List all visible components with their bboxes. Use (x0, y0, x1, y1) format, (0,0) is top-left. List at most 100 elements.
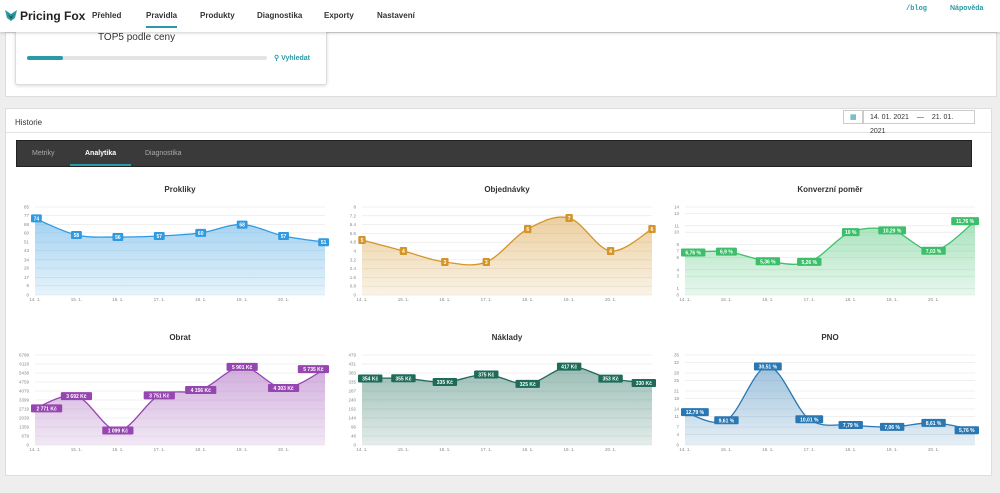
x-tick-label: 15. 1. (721, 447, 732, 452)
nav-item[interactable]: Produkty (200, 11, 235, 20)
value-label: 417 Kč (561, 365, 577, 371)
x-tick-label: 16. 1. (112, 297, 123, 302)
date-from[interactable]: 14. 01. 2021 (870, 114, 909, 121)
top-card: TOP5 podle ceny ⚲ Vyhledat (15, 28, 327, 85)
value-label: 3 (443, 260, 446, 266)
x-tick-label: 16. 1. (439, 447, 450, 452)
area (35, 218, 325, 295)
chart-title: Prokliky (164, 185, 196, 194)
x-tick-label: 14. 1. (29, 447, 40, 452)
value-label: 5 735 Kč (303, 367, 324, 373)
y-tick-label: 3 (676, 274, 679, 279)
y-tick-label: 4.8 (350, 240, 357, 245)
value-badge (267, 384, 300, 393)
x-tick-label: 14. 1. (356, 447, 367, 452)
y-tick-label: 431 (348, 362, 356, 367)
brand[interactable]: Pricing Fox (20, 9, 86, 23)
y-tick-label: 77 (24, 213, 30, 218)
date-range[interactable]: 14. 01. 2021 — 21. 01. 2021 (863, 110, 975, 135)
value-label: 57 (157, 234, 163, 240)
value-label: 10,29 % (883, 228, 902, 234)
y-tick-label: 48 (351, 433, 357, 438)
nav-item[interactable]: Exporty (324, 11, 354, 20)
value-badge (681, 248, 706, 257)
y-tick-label: 4 (676, 267, 679, 272)
y-tick-label: 34 (24, 257, 30, 262)
help-link[interactable]: Nápověda (950, 5, 984, 12)
y-tick-label: 43 (24, 248, 30, 253)
value-badge (153, 231, 165, 240)
value-badge (753, 362, 782, 371)
value-badge (31, 404, 63, 413)
value-badge (954, 426, 979, 435)
y-tick-label: 60 (24, 230, 30, 235)
card-caption: TOP5 podle ceny (98, 32, 176, 43)
value-badge (524, 225, 532, 233)
chart-title: Objednávky (484, 185, 530, 194)
value-label: 325 Kč (520, 382, 536, 388)
progress-track (27, 56, 267, 60)
value-label: 5,36 % (760, 259, 776, 265)
value-label: 6,9 % (720, 250, 733, 256)
y-tick-label: 11 (674, 223, 679, 228)
x-tick-label: 18. 1. (845, 297, 856, 302)
y-tick-label: 0 (26, 293, 29, 298)
y-tick-label: 51 (24, 240, 30, 245)
value-label: 330 Kč (636, 381, 652, 387)
search-link[interactable]: ⚲ Vyhledat (274, 55, 310, 62)
x-tick-label: 18. 1. (195, 447, 206, 452)
nav-item[interactable]: Přehled (92, 11, 122, 20)
value-badge (482, 258, 490, 266)
y-tick-label: 9 (26, 283, 29, 288)
nav-item[interactable]: Nastavení (377, 11, 415, 20)
y-tick-label: 85 (24, 205, 30, 210)
value-badge (358, 374, 383, 383)
y-tick-label: 4079 (19, 388, 30, 393)
y-tick-label: 335 (348, 380, 356, 385)
y-tick-label: 6118 (19, 362, 29, 367)
y-tick-label: 192 (348, 406, 356, 411)
value-badge (878, 226, 907, 235)
value-badge (797, 257, 822, 266)
x-tick-label: 14. 1. (679, 297, 690, 302)
value-label: 5 (361, 238, 364, 244)
y-tick-label: 7 (676, 425, 679, 430)
y-tick-label: 679 (21, 434, 29, 439)
x-tick-label: 17. 1. (481, 297, 492, 302)
value-badge (399, 247, 408, 255)
tab[interactable]: Analytika (70, 150, 132, 166)
y-tick-label: 287 (348, 389, 356, 394)
value-label: 3 (485, 260, 488, 266)
value-label: 4 303 Kč (273, 386, 294, 392)
value-label: 354 Kč (362, 376, 378, 382)
y-tick-label: 0 (353, 443, 356, 448)
tab[interactable]: Metriky (32, 150, 55, 157)
value-label: 58 (74, 233, 80, 239)
value-badge (606, 247, 615, 255)
value-label: 4 (609, 249, 612, 255)
y-tick-label: 144 (348, 415, 356, 420)
y-tick-label: 14 (674, 205, 680, 210)
calendar-icon[interactable]: ▦ (843, 110, 863, 124)
x-tick-label: 14. 1. (679, 447, 690, 452)
nav-item[interactable]: Pravidla (146, 11, 178, 28)
tab[interactable]: Diagnostika (145, 150, 182, 157)
y-tick-label: 68 (24, 222, 30, 227)
value-badge (236, 220, 248, 229)
value-badge (71, 230, 82, 239)
y-tick-label: 10 (674, 230, 680, 235)
value-label: 9,61 % (719, 418, 735, 424)
date-to[interactable]: 21. 01. 2021 (870, 114, 954, 135)
value-label: 5,26 % (801, 260, 817, 266)
blog-link[interactable]: /blog (906, 5, 928, 13)
value-badge (631, 378, 656, 387)
value-label: 60 (198, 231, 204, 237)
value-label: 355 Kč (395, 376, 411, 382)
nav-item[interactable]: Diagnostika (257, 11, 303, 20)
value-badge (841, 228, 860, 237)
chart-title: Náklady (492, 333, 523, 342)
value-badge (681, 408, 709, 417)
x-tick-label: 15. 1. (721, 297, 732, 302)
search-text[interactable]: Vyhledat (281, 55, 310, 62)
value-label: 7,03 % (926, 249, 942, 255)
